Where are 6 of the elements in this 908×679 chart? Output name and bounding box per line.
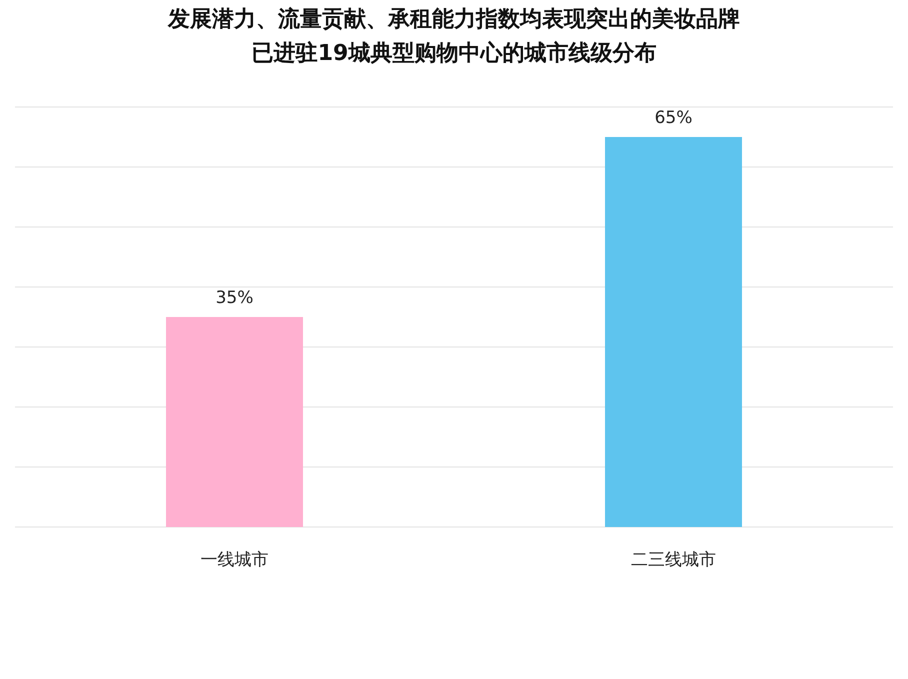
chart-subtitle: 已进驻19城典型购物中心的城市线级分布 — [252, 40, 656, 66]
x-tick-label: 一线城市 — [200, 550, 268, 570]
x-tick-label: 二三线城市 — [631, 550, 716, 570]
data-label: 65% — [654, 108, 692, 128]
chart-title: 发展潜力、流量贡献、承租能力指数均表现突出的美妆品牌 — [167, 6, 740, 32]
data-label: 35% — [216, 288, 254, 308]
